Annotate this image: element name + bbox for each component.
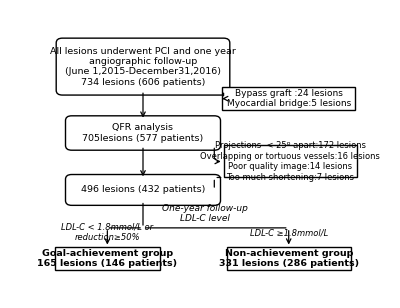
FancyBboxPatch shape: [227, 247, 351, 270]
Text: 496 lesions (432 patients): 496 lesions (432 patients): [81, 185, 205, 194]
FancyBboxPatch shape: [66, 175, 220, 205]
FancyBboxPatch shape: [224, 145, 357, 177]
Text: All lesions underwent PCI and one year
angiographic follow-up
(June 1,2015-Decem: All lesions underwent PCI and one year a…: [50, 47, 236, 87]
Text: Projections  < 25º apart:172 lesions
Overlapping or tortuous vessels:16 lesions
: Projections < 25º apart:172 lesions Over…: [200, 141, 380, 182]
Text: Non-achievement group
331 lesions (286 patients): Non-achievement group 331 lesions (286 p…: [219, 249, 359, 268]
Text: LDL-C < 1.8mmol/L or
reduction≥50%: LDL-C < 1.8mmol/L or reduction≥50%: [61, 223, 154, 242]
Text: One-year follow-up
LDL-C level: One-year follow-up LDL-C level: [162, 204, 248, 223]
FancyBboxPatch shape: [56, 38, 230, 95]
Text: LDL-C ≥1.8mmol/L: LDL-C ≥1.8mmol/L: [250, 228, 328, 237]
Text: QFR analysis
705lesions (577 patients): QFR analysis 705lesions (577 patients): [82, 123, 204, 143]
Text: Bypass graft :24 lesions
Myocardial bridge:5 lesions: Bypass graft :24 lesions Myocardial brid…: [226, 89, 351, 108]
FancyBboxPatch shape: [222, 87, 355, 110]
FancyBboxPatch shape: [55, 247, 160, 270]
FancyBboxPatch shape: [66, 116, 220, 150]
Text: Goal-achievement group
165 lesions (146 patients): Goal-achievement group 165 lesions (146 …: [37, 249, 178, 268]
